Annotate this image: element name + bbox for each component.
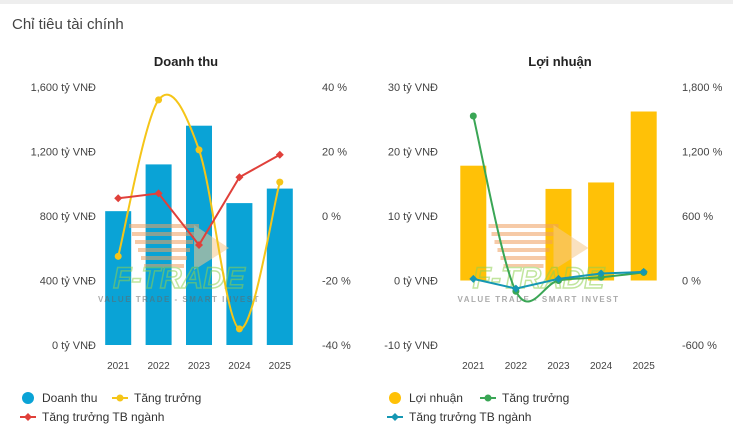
y-left-tick-label: 800 tỷ VNĐ (40, 211, 96, 223)
legend-item[interactable]: Doanh thu (22, 391, 97, 405)
watermark-arrow (194, 225, 229, 270)
legend: Doanh thu Tăng trưởng Tăng trưởng TB ngành (20, 391, 201, 424)
y-right-tick-label: -600 % (682, 340, 717, 352)
x-tick-label: 2025 (633, 361, 656, 372)
legend-item[interactable]: Lợi nhuận (389, 391, 463, 405)
y-left-tick-label: 10 tỷ VNĐ (388, 211, 438, 223)
line-point (469, 274, 478, 283)
top-strip (0, 0, 733, 4)
watermark-stripe (132, 232, 196, 236)
y-right-tick-label: 40 % (322, 82, 347, 94)
chart-2: Lợi nhuận -10 tỷ VNĐ 0 tỷ VNĐ 10 tỷ VNĐ 20 t… (384, 54, 722, 424)
x-tick-label: 2024 (228, 361, 251, 372)
legend-item[interactable]: Tăng trưởng TB ngành (387, 410, 531, 424)
bar (105, 211, 132, 345)
watermark-stripe (488, 224, 559, 228)
x-tick-label: 2023 (188, 361, 211, 372)
legend-label: Tăng trưởng TB ngành (42, 410, 164, 424)
y-left-tick-label: -10 tỷ VNĐ (384, 340, 438, 352)
legend-marker-dot (24, 413, 32, 421)
bar (226, 203, 253, 345)
chart-1: Doanh thu 0 tỷ VNĐ 400 tỷ VNĐ 800 tỷ VNĐ 1,2… (20, 54, 351, 424)
legend-marker (22, 392, 34, 404)
legend-item[interactable]: Tăng trưởng (480, 391, 569, 405)
y-left-tick-label: 1,200 tỷ VNĐ (31, 147, 96, 159)
x-tick-label: 2023 (547, 361, 570, 372)
line-point (469, 112, 477, 120)
x-tick-label: 2022 (147, 361, 170, 372)
line-point (639, 267, 648, 276)
line-point (114, 194, 123, 203)
y-left-tick-label: 0 tỷ VNĐ (52, 340, 96, 352)
bar (266, 188, 293, 345)
y-left-tick-label: 400 tỷ VNĐ (40, 276, 96, 288)
bar (588, 182, 615, 281)
y-left-tick-label: 30 tỷ VNĐ (388, 82, 438, 94)
series-line (117, 93, 281, 330)
x-tick-label: 2022 (505, 361, 528, 372)
watermark-stripe (144, 264, 184, 268)
y-left-tick-label: 1,600 tỷ VNĐ (31, 82, 96, 94)
x-tick-label: 2021 (107, 361, 130, 372)
x-tick-label: 2024 (590, 361, 613, 372)
line-point (554, 274, 563, 283)
watermark-stripe (494, 240, 553, 244)
y-right-tick-label: 20 % (322, 147, 347, 159)
line-point (597, 269, 606, 278)
watermark-tagline: VALUE TRADE - SMART INVEST (458, 295, 620, 304)
y-right-tick-label: -40 % (322, 340, 351, 352)
section-title: Chỉ tiêu tài chính (12, 16, 124, 33)
y-right-tick-label: 1,200 % (682, 147, 723, 159)
legend-item[interactable]: Tăng trưởng TB ngành (20, 410, 164, 424)
watermark-stripe (500, 256, 547, 260)
line-point (275, 150, 284, 159)
legend-label: Tăng trưởng TB ngành (409, 410, 531, 424)
bar (630, 111, 657, 281)
chart-title: Lợi nhuận (528, 54, 591, 69)
y-right-tick-label: 0 % (322, 211, 341, 223)
legend-marker-dot (391, 413, 399, 421)
line-point (195, 146, 203, 154)
y-left-tick-label: 0 tỷ VNĐ (394, 276, 438, 288)
line-point (154, 189, 163, 198)
y-right-tick-label: 1,800 % (682, 82, 723, 94)
watermark-stripe (138, 248, 190, 252)
legend-label: Doanh thu (42, 391, 97, 405)
line-point (511, 284, 520, 293)
y-right-tick-label: 0 % (682, 276, 701, 288)
watermark-tagline: VALUE TRADE - SMART INVEST (98, 295, 260, 304)
watermark-stripe (503, 264, 544, 268)
legend-marker-dot (116, 394, 124, 402)
line-point (276, 178, 284, 186)
legend-item[interactable]: Tăng trưởng (112, 391, 201, 405)
watermark-stripe (497, 248, 550, 252)
line-point (235, 173, 244, 182)
x-tick-label: 2021 (462, 361, 485, 372)
legend-label: Lợi nhuận (409, 391, 463, 405)
series-line (472, 115, 644, 303)
line-point (114, 252, 122, 260)
watermark-stripe (129, 224, 199, 228)
legend-marker-dot (484, 394, 492, 402)
watermark-stripe (135, 240, 193, 244)
y-right-tick-label: -20 % (322, 276, 351, 288)
bar (460, 165, 487, 281)
watermark-arrow (553, 225, 589, 270)
x-tick-label: 2025 (269, 361, 292, 372)
chart-title: Doanh thu (154, 54, 218, 69)
legend: Lợi nhuận Tăng trưởng Tăng trưởng TB ngành (387, 391, 569, 424)
y-right-tick-label: 600 % (682, 211, 713, 223)
watermark-stripe (141, 256, 187, 260)
line-point (155, 96, 163, 104)
line-point (235, 325, 243, 333)
line-point (195, 241, 203, 250)
legend-label: Tăng trưởng (134, 391, 201, 405)
watermark-stripe (491, 232, 556, 236)
y-left-tick-label: 20 tỷ VNĐ (388, 147, 438, 159)
legend-label: Tăng trưởng (502, 391, 569, 405)
legend-marker (389, 392, 401, 404)
